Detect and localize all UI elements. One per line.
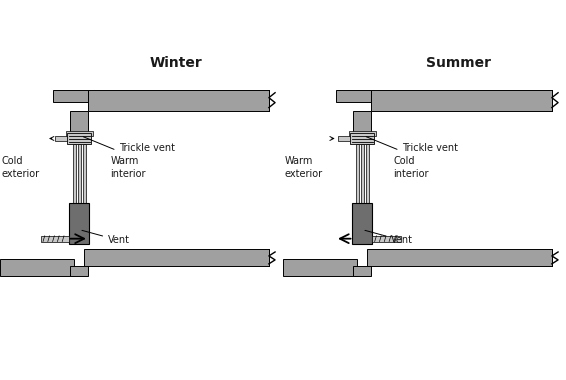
Bar (361, 144, 364, 203)
Bar (83, 144, 86, 203)
Bar (67, 133, 91, 144)
Bar (0, 259, 75, 276)
Bar (349, 131, 376, 136)
Bar (352, 203, 372, 244)
Bar (84, 249, 269, 266)
Bar (336, 90, 371, 102)
Bar (353, 266, 371, 276)
Bar (69, 203, 89, 244)
Bar (88, 90, 269, 111)
Bar (337, 136, 353, 141)
Bar (350, 133, 374, 144)
Bar (353, 111, 371, 133)
Bar (53, 90, 88, 102)
Bar (72, 144, 76, 203)
Bar (41, 236, 69, 242)
Text: Winter: Winter (149, 55, 202, 70)
Bar (283, 259, 358, 276)
Text: Vent: Vent (391, 234, 413, 244)
Bar (355, 144, 359, 203)
Bar (371, 90, 552, 111)
Bar (78, 144, 81, 203)
Bar (70, 111, 88, 133)
Text: Warm
exterior: Warm exterior (285, 156, 323, 179)
Text: Summer: Summer (426, 55, 491, 70)
Bar (66, 131, 93, 136)
Text: Cold
interior: Cold interior (393, 156, 429, 179)
Text: Cold
exterior: Cold exterior (1, 156, 40, 179)
Text: Trickle vent: Trickle vent (402, 142, 458, 152)
Bar (54, 136, 70, 141)
Bar (372, 236, 401, 242)
Text: Warm
interior: Warm interior (110, 156, 146, 179)
Bar (366, 144, 369, 203)
Bar (70, 266, 88, 276)
Text: Vent: Vent (108, 234, 130, 244)
Text: Trickle vent: Trickle vent (119, 142, 175, 152)
Bar (367, 249, 552, 266)
